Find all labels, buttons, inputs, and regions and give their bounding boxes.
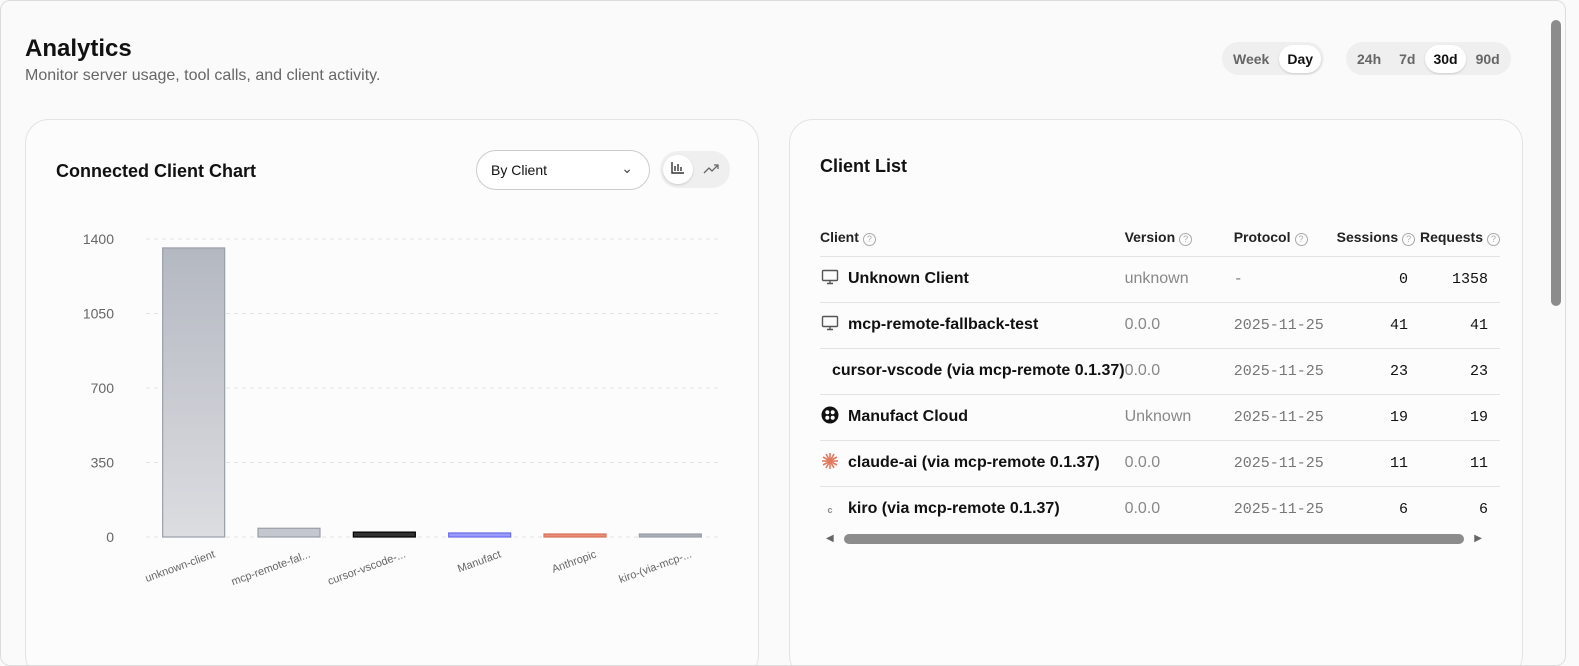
table-row[interactable]: mcp-remote-fallback-test 0.0.0 2025-11-2… bbox=[820, 301, 1500, 348]
table-row[interactable]: с kiro (via mcp-remote 0.1.37) 0.0.0 2025… bbox=[820, 485, 1500, 532]
view-mode-toggle bbox=[660, 151, 730, 188]
help-icon[interactable]: ? bbox=[1179, 233, 1193, 247]
column-sessions[interactable]: Sessions? bbox=[1337, 220, 1420, 256]
client-name-cell: Manufact Cloud bbox=[820, 393, 1125, 440]
chevron-down-icon: ⌄ bbox=[621, 160, 633, 176]
requests-cell: 41 bbox=[1419, 301, 1500, 348]
x-tick-label: Anthropic bbox=[550, 548, 598, 575]
sessions-cell: 41 bbox=[1336, 301, 1420, 348]
column-version[interactable]: Version? bbox=[1125, 220, 1234, 256]
client-list-title: Client List bbox=[820, 156, 908, 176]
manufact-logo-icon bbox=[820, 406, 840, 429]
bar[interactable] bbox=[448, 532, 512, 538]
protocol-cell: 2025-11-25 bbox=[1233, 347, 1337, 394]
requests-cell: 6 bbox=[1419, 485, 1500, 532]
y-tick-label: 1050 bbox=[83, 306, 114, 322]
trending-up-icon[interactable] bbox=[696, 155, 726, 184]
version-cell: 0.0.0 bbox=[1124, 347, 1234, 394]
requests-cell: 23 bbox=[1419, 347, 1500, 394]
group-by-select[interactable]: By Client ⌄ bbox=[476, 150, 650, 190]
horizontal-scrollbar[interactable]: ◀ ▶ bbox=[824, 532, 1484, 546]
requests-cell: 1358 bbox=[1419, 255, 1500, 302]
bar-chart-icon[interactable] bbox=[663, 155, 693, 184]
sessions-cell: 11 bbox=[1336, 439, 1420, 486]
protocol-cell: 2025-11-25 bbox=[1233, 301, 1337, 348]
version-cell: Unknown bbox=[1124, 393, 1234, 440]
y-tick-label: 0 bbox=[106, 529, 114, 545]
range-toggle: 24h 7d 30d 90d bbox=[1346, 42, 1511, 75]
granularity-week[interactable]: Week bbox=[1233, 50, 1270, 67]
range-90d[interactable]: 90d bbox=[1475, 50, 1500, 67]
table-row[interactable]: claude-ai (via mcp-remote 0.1.37) 0.0.0 … bbox=[820, 439, 1500, 486]
client-name-cell: с kiro (via mcp-remote 0.1.37) bbox=[820, 485, 1125, 532]
anthropic-asterisk-icon bbox=[820, 452, 840, 475]
client-list-card: Client List Client? Version? Protocol? S… bbox=[789, 119, 1523, 665]
sessions-cell: 0 bbox=[1336, 255, 1420, 302]
page-subtitle: Monitor server usage, tool calls, and cl… bbox=[25, 67, 381, 84]
table-row[interactable]: cursor-vscode (via mcp-remote 0.1.37) 0.… bbox=[820, 347, 1500, 394]
protocol-cell: 2025-11-25 bbox=[1233, 439, 1337, 486]
bar[interactable] bbox=[352, 531, 416, 538]
help-icon[interactable]: ? bbox=[1402, 233, 1416, 247]
x-tick-label: Manufact bbox=[456, 549, 503, 576]
scroll-left-arrow-icon[interactable]: ◀ bbox=[826, 533, 834, 544]
help-icon[interactable]: ? bbox=[1294, 233, 1308, 247]
protocol-cell: - bbox=[1233, 255, 1337, 302]
scroll-right-arrow-icon[interactable]: ▶ bbox=[1474, 533, 1482, 544]
protocol-cell: 2025-11-25 bbox=[1233, 485, 1337, 532]
sessions-cell: 19 bbox=[1336, 393, 1420, 440]
protocol-cell: 2025-11-25 bbox=[1233, 393, 1337, 440]
bar[interactable] bbox=[543, 533, 607, 538]
client-name-cell: claude-ai (via mcp-remote 0.1.37) bbox=[820, 439, 1125, 486]
version-cell: 0.0.0 bbox=[1124, 301, 1234, 348]
chart-title: Connected Client Chart bbox=[56, 161, 257, 181]
monitor-icon bbox=[820, 269, 840, 290]
client-table: Client? Version? Protocol? Sessions? Req… bbox=[820, 220, 1500, 532]
table-row[interactable]: Manufact Cloud Unknown 2025-11-25 19 19 bbox=[820, 393, 1500, 440]
table-row[interactable]: Unknown Client unknown - 0 1358 bbox=[820, 255, 1500, 302]
group-by-value: By Client bbox=[491, 162, 548, 178]
column-client[interactable]: Client? bbox=[820, 220, 1125, 256]
page-title: Analytics bbox=[25, 35, 132, 62]
y-tick-label: 700 bbox=[91, 380, 115, 396]
client-name-cell: mcp-remote-fallback-test bbox=[820, 301, 1125, 348]
sessions-cell: 23 bbox=[1336, 347, 1420, 394]
version-cell: 0.0.0 bbox=[1124, 485, 1234, 532]
requests-cell: 11 bbox=[1419, 439, 1500, 486]
y-tick-label: 1400 bbox=[83, 231, 114, 247]
monitor-icon bbox=[820, 315, 840, 336]
range-7d[interactable]: 7d bbox=[1399, 50, 1416, 67]
bar[interactable] bbox=[162, 247, 226, 538]
version-cell: unknown bbox=[1124, 255, 1234, 302]
help-icon[interactable]: ? bbox=[862, 233, 876, 247]
bar-chart: 0 350 700 1050 1400 unknown-client mcp-remote-… bbox=[83, 231, 718, 589]
x-tick-label: cursor-vscode-... bbox=[326, 549, 407, 588]
connected-client-chart-card: Connected Client Chart By Client ⌄ 0 350 70… bbox=[25, 119, 759, 665]
range-24h[interactable]: 24h bbox=[1357, 50, 1382, 67]
column-requests[interactable]: Requests? bbox=[1420, 220, 1500, 256]
y-tick-label: 350 bbox=[91, 455, 115, 471]
range-30d[interactable]: 30d bbox=[1425, 44, 1466, 73]
sessions-cell: 6 bbox=[1336, 485, 1420, 532]
scrollbar-thumb[interactable] bbox=[844, 534, 1464, 544]
x-tick-label: unknown-client bbox=[144, 549, 217, 585]
bar[interactable] bbox=[638, 533, 702, 538]
granularity-day[interactable]: Day bbox=[1279, 44, 1322, 73]
x-tick-label: kiro-(via-mcp-... bbox=[617, 549, 693, 586]
kiro-icon: с bbox=[827, 505, 833, 516]
vertical-scrollbar[interactable] bbox=[1551, 20, 1561, 306]
client-name-cell: cursor-vscode (via mcp-remote 0.1.37) bbox=[820, 347, 1125, 394]
help-icon[interactable]: ? bbox=[1487, 233, 1500, 247]
client-name-cell: Unknown Client bbox=[820, 255, 1125, 302]
version-cell: 0.0.0 bbox=[1124, 439, 1234, 486]
granularity-toggle: Week Day bbox=[1222, 42, 1325, 75]
requests-cell: 19 bbox=[1419, 393, 1500, 440]
column-protocol[interactable]: Protocol? bbox=[1234, 220, 1337, 256]
x-tick-label: mcp-remote-fal... bbox=[230, 549, 312, 589]
bar[interactable] bbox=[257, 527, 321, 538]
